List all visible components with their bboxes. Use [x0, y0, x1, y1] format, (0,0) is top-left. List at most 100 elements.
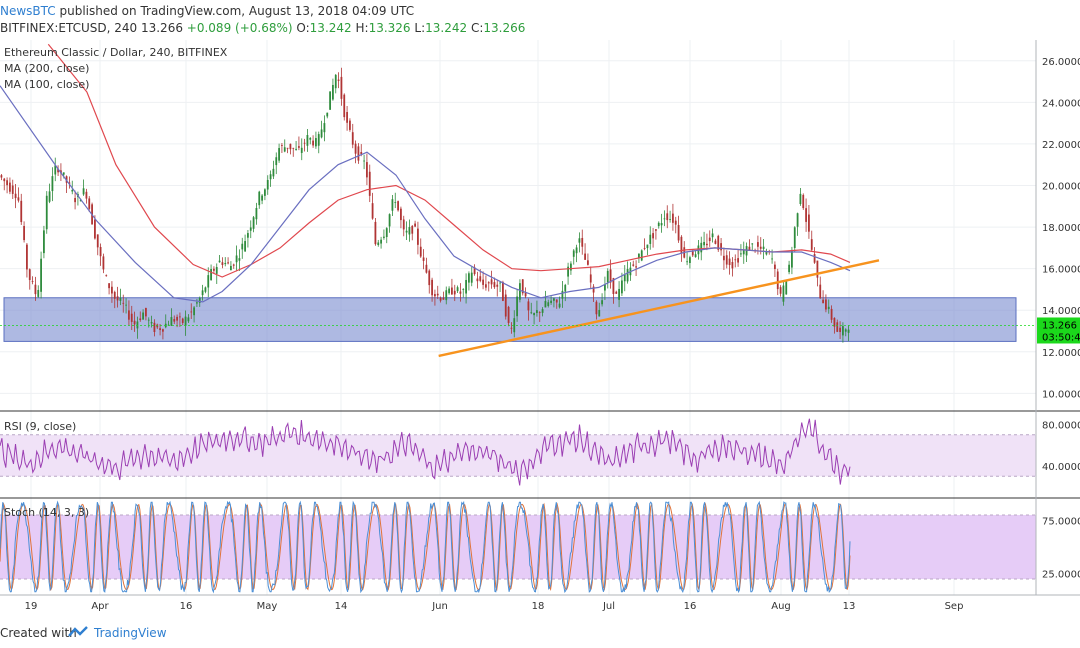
candle-body [482, 279, 484, 285]
candle-body [847, 329, 850, 333]
candle-body [397, 201, 399, 211]
candle-body [122, 302, 125, 304]
candle-body [43, 230, 45, 254]
candle-body [320, 129, 323, 138]
candle-body [742, 249, 745, 255]
candle-body [173, 319, 176, 322]
candle-body [655, 229, 657, 231]
candle-body [380, 239, 382, 244]
candle-body [779, 287, 782, 294]
candle-body [11, 185, 14, 194]
candle-body [584, 253, 586, 260]
candle-body [805, 208, 807, 222]
candle-body [153, 322, 156, 332]
candle-body [108, 283, 110, 289]
candle-body [476, 278, 479, 282]
candle-body [9, 182, 11, 192]
candle-body [635, 266, 637, 268]
candle-body [456, 287, 459, 292]
candle-body [374, 221, 377, 245]
trendline [438, 259, 880, 358]
candle-body [666, 213, 669, 221]
candle-body [459, 291, 462, 294]
candle-body [453, 290, 456, 295]
candle-body [762, 246, 765, 249]
candle-body [218, 260, 221, 263]
candle-body [657, 222, 660, 227]
stoch-tick-label: 75.0000 [1042, 516, 1080, 527]
candle-body [544, 300, 547, 308]
candle-body [680, 236, 683, 254]
candle-body [45, 195, 48, 230]
symbol-line: BITFINEX:ETCUSD, 240 13.266 +0.089 (+0.6… [0, 21, 525, 35]
candle-body [524, 291, 527, 297]
candle-body [51, 176, 54, 192]
stoch-d-line [0, 502, 851, 592]
candle-body [128, 310, 130, 320]
candle-body [329, 91, 331, 110]
brand-label[interactable]: NewsBTC [0, 4, 56, 18]
candle-body [791, 249, 793, 268]
candle-body [428, 270, 431, 286]
candle-body [184, 316, 187, 326]
last-price-label: 13.266 [1042, 320, 1077, 331]
candle-body [714, 240, 717, 244]
candle-body [119, 297, 122, 301]
published-text: published on TradingView.com, August 13,… [59, 4, 415, 18]
stoch-tick-label: 25.0000 [1042, 570, 1080, 581]
candle-body [649, 234, 652, 244]
tradingview-link[interactable]: TradingView [94, 626, 167, 640]
candle-body [703, 241, 705, 246]
candle-body [275, 157, 278, 166]
candle-body [201, 290, 204, 296]
candle-body [759, 246, 762, 249]
candle-body [281, 145, 283, 146]
candle-body [439, 297, 442, 301]
candle-body [530, 312, 533, 314]
candle-body [252, 217, 255, 229]
ma200-line [47, 43, 851, 278]
candle-body [822, 299, 824, 304]
candle-body [0, 175, 3, 178]
candle-body [408, 227, 411, 235]
created-with-text: Created with [0, 626, 77, 640]
candle-body [564, 284, 567, 292]
candle-body [289, 143, 292, 150]
pane-labels: Ethereum Classic / Dollar, 240, BITFINEX… [4, 46, 228, 519]
candle-body [587, 260, 589, 265]
candle-body [309, 138, 312, 140]
candle-body [6, 180, 8, 186]
close-label: C: [470, 21, 484, 35]
candle-body [425, 264, 428, 273]
candle-body [502, 282, 504, 301]
y-tick-label: 16.0000 [1042, 265, 1080, 276]
candle-body [213, 268, 215, 271]
candle-body [717, 235, 720, 250]
candle-body [632, 264, 635, 266]
candle-body [776, 271, 779, 290]
candle-body [612, 278, 615, 294]
candle-body [57, 168, 59, 173]
candle-body [300, 147, 303, 153]
y-tick-label: 20.0000 [1042, 182, 1080, 193]
candle-body [740, 253, 742, 255]
candle-body [269, 174, 272, 180]
candle-body [142, 312, 144, 320]
footer: Created with TradingView [0, 618, 1080, 648]
candle-body [40, 258, 42, 292]
candle-body [581, 237, 584, 247]
candle-body [179, 316, 181, 318]
x-tick-label: Aug [771, 601, 791, 612]
high-label: H: [355, 21, 369, 35]
candle-body [595, 301, 598, 315]
candle-body [836, 322, 839, 332]
candle-body [111, 286, 113, 294]
x-tick-label: May [257, 601, 278, 612]
candle-body [99, 246, 102, 257]
candle-body [782, 285, 785, 302]
price-chart[interactable]: 10.0000 12.0000 14.0000 16.0000 18.0000 20.00… [0, 38, 1080, 618]
y-tick-label: 26.0000 [1042, 57, 1080, 68]
open-value: 13.242 [309, 21, 352, 35]
candle-body [215, 267, 218, 274]
candle-body [606, 270, 609, 283]
